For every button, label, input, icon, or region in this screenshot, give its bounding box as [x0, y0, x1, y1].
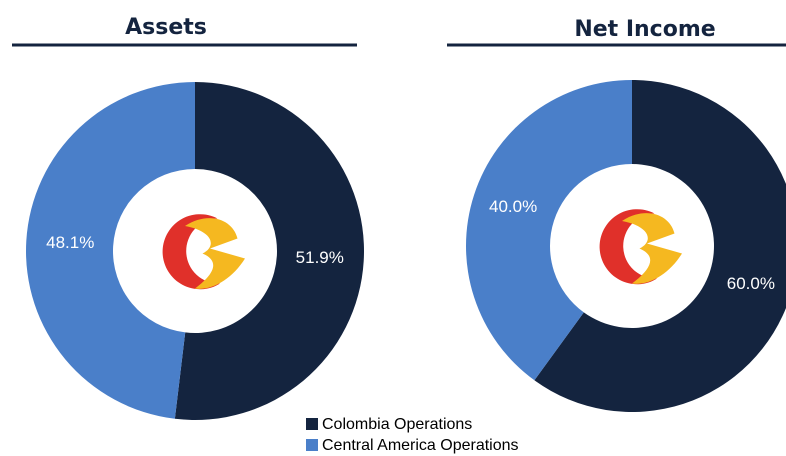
data-label: 48.1% — [46, 233, 94, 252]
legend-label: Central America Operations — [322, 437, 519, 454]
donut-slice — [26, 82, 196, 419]
legend-swatch — [306, 418, 318, 430]
donut-slice — [174, 82, 365, 420]
legend-swatch — [306, 439, 318, 451]
data-label: 51.9% — [296, 248, 344, 267]
logo — [599, 209, 682, 285]
legend-label: Colombia Operations — [322, 416, 472, 433]
data-label: 40.0% — [489, 197, 537, 216]
chart-title: Net Income — [574, 17, 715, 42]
logo — [162, 214, 245, 290]
chart-title: Assets — [125, 15, 207, 40]
donut-slice — [466, 80, 632, 381]
data-label: 60.0% — [727, 274, 775, 293]
donut-slice — [534, 80, 786, 412]
